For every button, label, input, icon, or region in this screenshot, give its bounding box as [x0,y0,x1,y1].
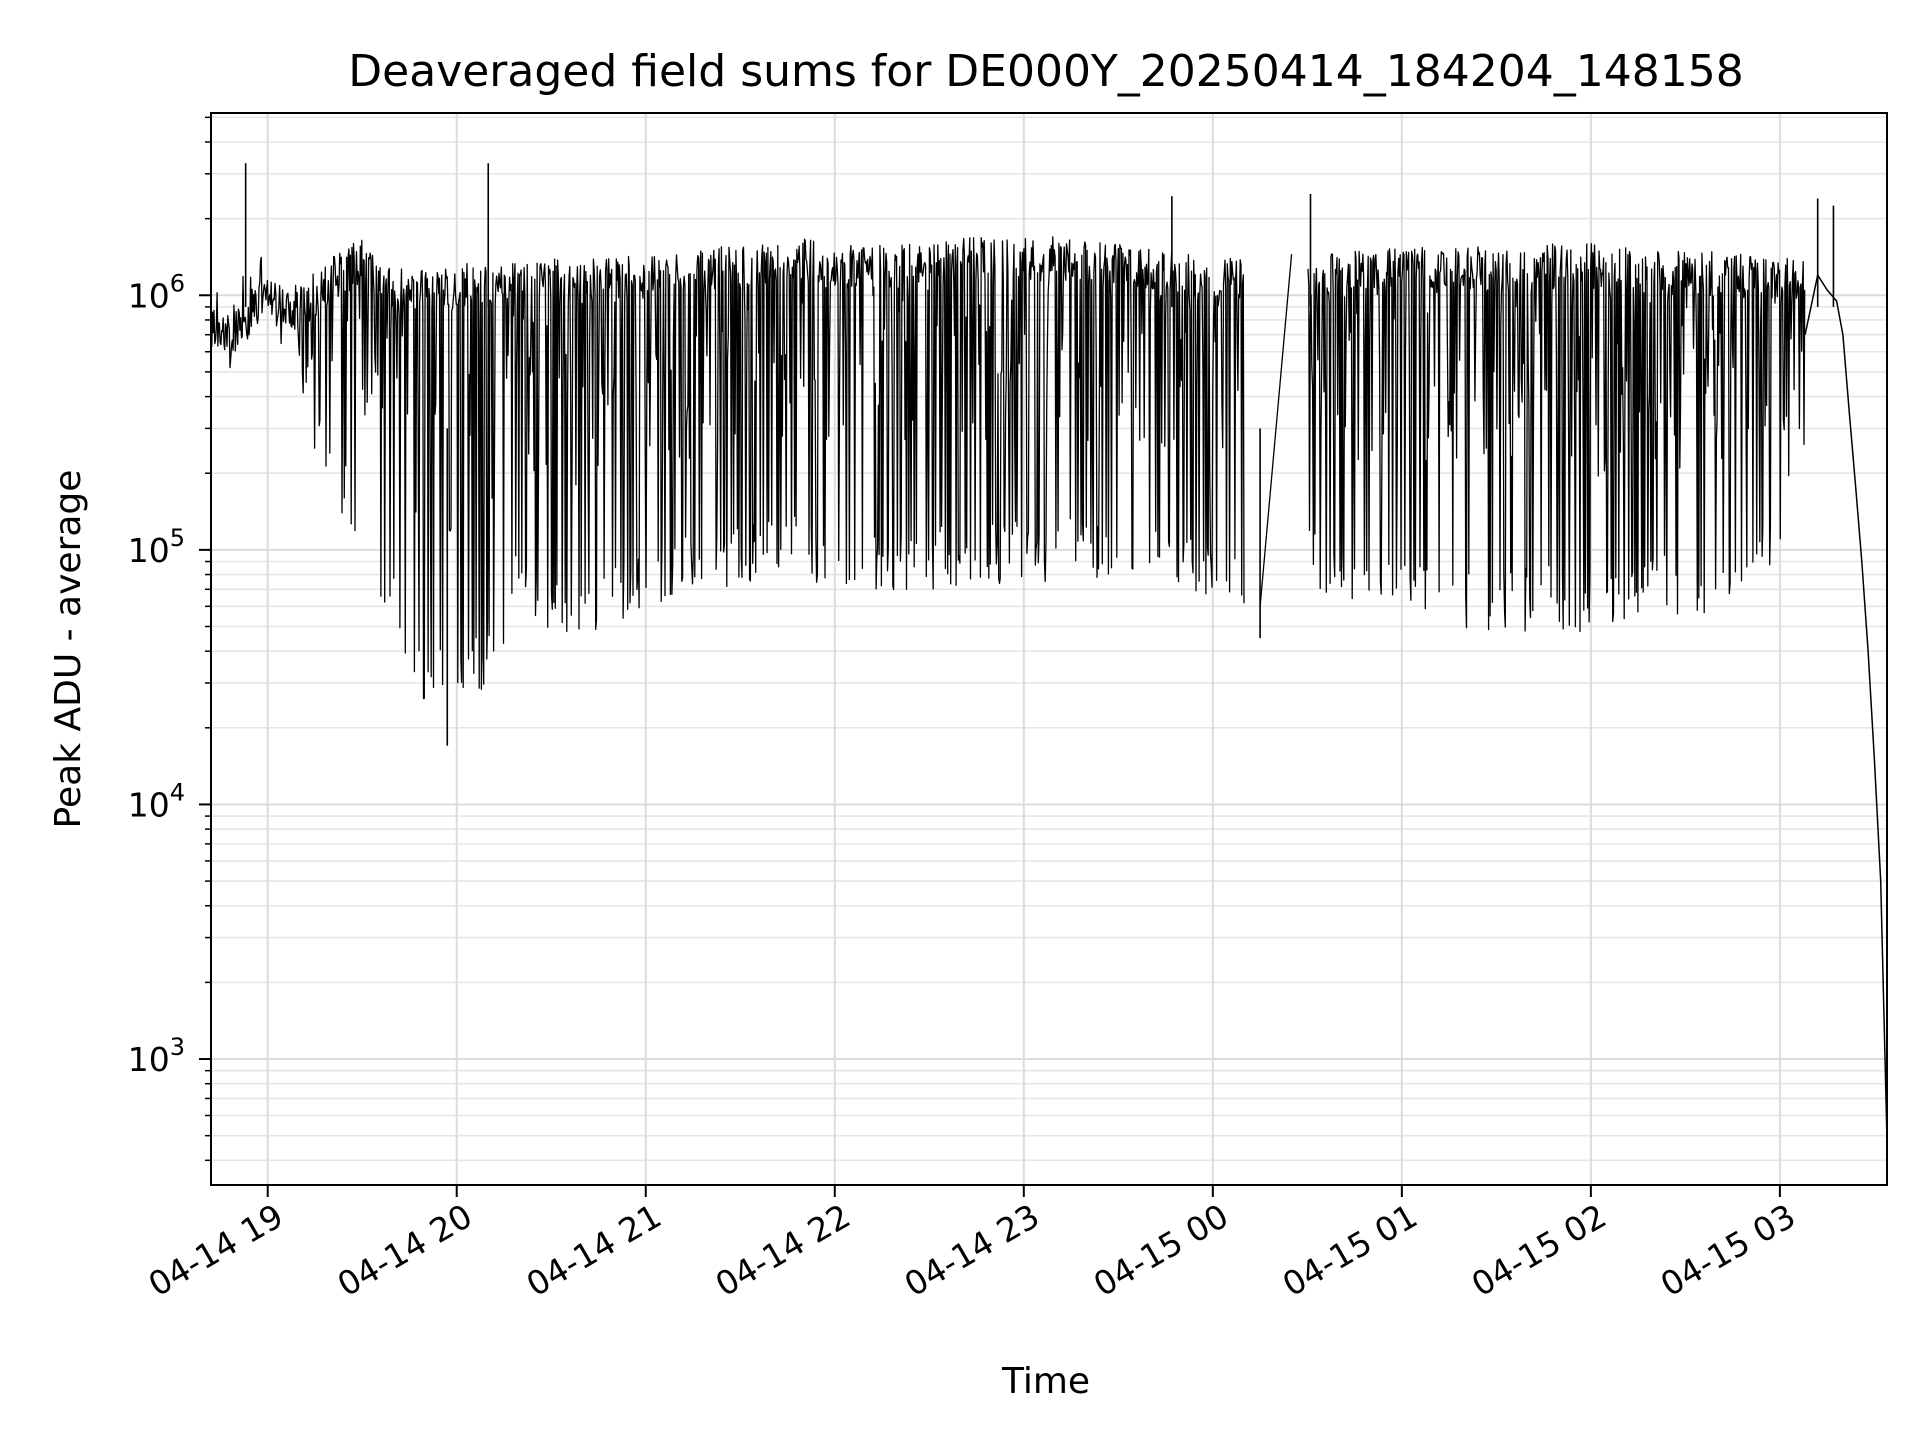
chart-title: Deaveraged field sums for DE000Y_2025041… [348,46,1743,97]
x-axis-label: Time [1001,1361,1090,1402]
y-tick-label: 103 [128,1033,185,1079]
y-tick-label: 106 [128,269,185,315]
y-tick-label: 105 [128,524,185,570]
series-segment [210,236,1245,700]
series-gap-segment [1259,254,1293,607]
series-line [210,163,1888,1141]
y-axis-label: Peak ADU - average [48,470,89,829]
series-segment [1307,243,1806,633]
series-tail-segment [1804,273,1888,1141]
y-axis-ticks: 103 104 105 106 [128,116,211,1162]
y-tick-label: 104 [128,778,185,824]
axes-frame [210,112,1888,1186]
